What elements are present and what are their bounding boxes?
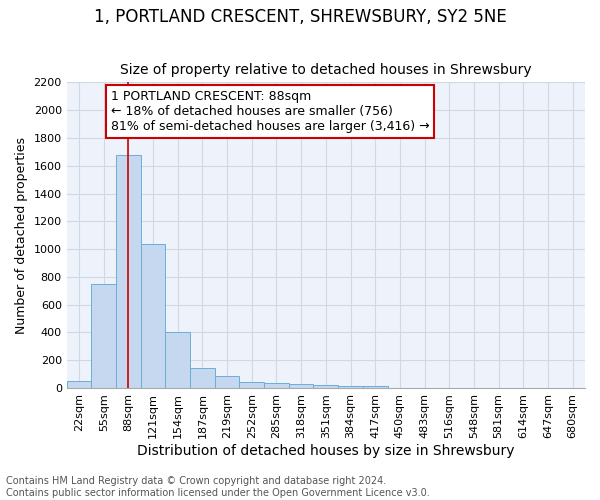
Text: 1 PORTLAND CRESCENT: 88sqm
← 18% of detached houses are smaller (756)
81% of sem: 1 PORTLAND CRESCENT: 88sqm ← 18% of deta…: [111, 90, 430, 133]
Bar: [215, 376, 239, 388]
Bar: [363, 386, 388, 388]
X-axis label: Distribution of detached houses by size in Shrewsbury: Distribution of detached houses by size …: [137, 444, 515, 458]
Text: 1, PORTLAND CRESCENT, SHREWSBURY, SY2 5NE: 1, PORTLAND CRESCENT, SHREWSBURY, SY2 5N…: [94, 8, 506, 26]
Bar: [91, 284, 116, 388]
Bar: [116, 154, 141, 388]
Bar: [338, 386, 363, 388]
Title: Size of property relative to detached houses in Shrewsbury: Size of property relative to detached ho…: [120, 63, 532, 77]
Bar: [313, 386, 338, 388]
Bar: [166, 332, 190, 388]
Bar: [141, 244, 166, 388]
Bar: [67, 381, 91, 388]
Bar: [289, 384, 313, 388]
Y-axis label: Number of detached properties: Number of detached properties: [15, 136, 28, 334]
Bar: [239, 382, 264, 388]
Text: Contains HM Land Registry data © Crown copyright and database right 2024.
Contai: Contains HM Land Registry data © Crown c…: [6, 476, 430, 498]
Bar: [264, 383, 289, 388]
Bar: [190, 368, 215, 388]
